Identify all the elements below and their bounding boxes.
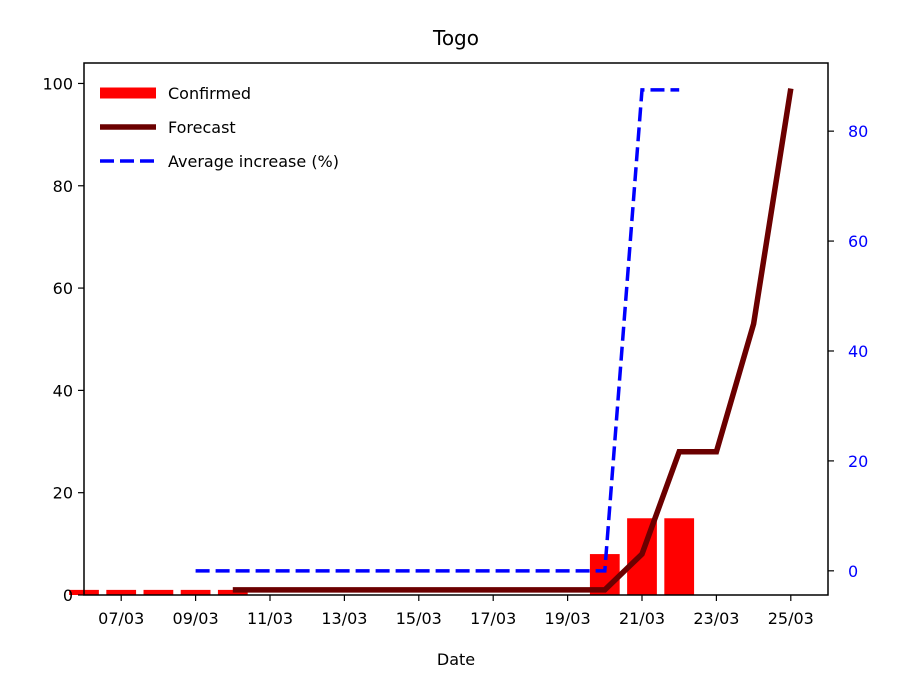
x-tick-label-4: 15/03 bbox=[396, 609, 442, 628]
x-tick-label-6: 19/03 bbox=[545, 609, 591, 628]
bar-confirmed-4 bbox=[217, 589, 248, 595]
y-left-tick-label-3: 60 bbox=[53, 279, 73, 298]
y-right-tick-label-3: 60 bbox=[848, 232, 868, 251]
y-right-tick-label-1: 20 bbox=[848, 452, 868, 471]
legend-label-2: Average increase (%) bbox=[168, 152, 339, 171]
y-left-tick-label-5: 100 bbox=[42, 74, 73, 93]
y-left-tick-label-1: 20 bbox=[53, 484, 73, 503]
legend: Confirmed Forecast Average increase (%) bbox=[100, 84, 339, 171]
legend-label-0: Confirmed bbox=[168, 84, 251, 103]
average-increase-line bbox=[195, 88, 680, 573]
bar-confirmed-1 bbox=[106, 589, 137, 595]
y-axis-left: 0 20 40 60 80 100 bbox=[42, 74, 84, 605]
bar-confirmed-2 bbox=[143, 589, 174, 595]
x-tick-label-0: 07/03 bbox=[98, 609, 144, 628]
bar-confirmed-7 bbox=[664, 518, 695, 595]
chart-title: Togo bbox=[432, 26, 479, 50]
y-right-tick-label-2: 40 bbox=[848, 342, 868, 361]
y-right-tick-label-0: 0 bbox=[848, 562, 858, 581]
x-axis: 07/03 09/03 11/03 13/03 15/03 17/03 19/03 21/03… bbox=[98, 595, 814, 628]
x-tick-label-9: 25/03 bbox=[768, 609, 814, 628]
x-tick-label-7: 21/03 bbox=[619, 609, 665, 628]
x-tick-label-5: 17/03 bbox=[470, 609, 516, 628]
x-tick-label-8: 23/03 bbox=[693, 609, 739, 628]
plot-frame bbox=[83, 62, 829, 596]
bar-confirmed-3 bbox=[180, 589, 211, 595]
x-tick-label-1: 09/03 bbox=[173, 609, 219, 628]
y-left-tick-label-2: 40 bbox=[53, 381, 73, 400]
x-axis-label: Date bbox=[437, 650, 475, 669]
y-axis-right: 0 20 40 60 80 bbox=[828, 122, 868, 581]
series-lines bbox=[195, 88, 794, 593]
forecast-line bbox=[232, 88, 794, 593]
y-left-tick-label-4: 80 bbox=[53, 177, 73, 196]
y-left-tick-label-0: 0 bbox=[63, 586, 73, 605]
x-tick-label-3: 13/03 bbox=[321, 609, 367, 628]
legend-label-1: Forecast bbox=[168, 118, 236, 137]
y-right-tick-label-4: 80 bbox=[848, 122, 868, 141]
x-tick-label-2: 11/03 bbox=[247, 609, 293, 628]
